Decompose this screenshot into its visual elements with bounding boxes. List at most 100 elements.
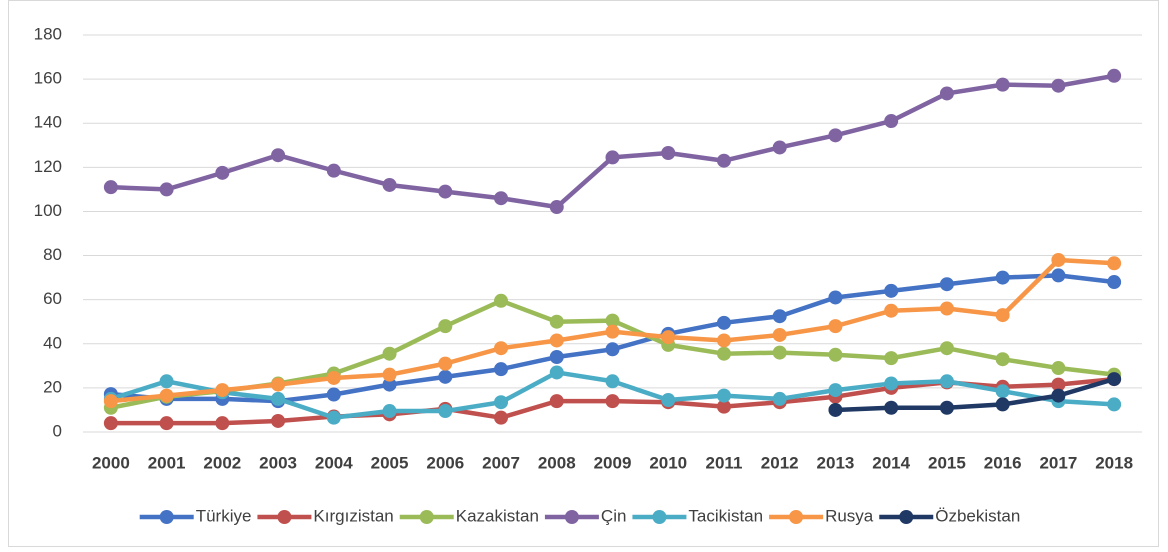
data-point bbox=[884, 303, 899, 318]
x-tick-label: 2015 bbox=[928, 453, 966, 472]
data-point bbox=[716, 346, 731, 361]
data-point bbox=[716, 399, 731, 414]
data-point bbox=[995, 270, 1010, 285]
data-point bbox=[828, 319, 843, 334]
data-point bbox=[549, 333, 564, 348]
data-point bbox=[271, 413, 286, 428]
data-point bbox=[995, 308, 1010, 323]
data-point bbox=[1107, 275, 1122, 290]
data-point bbox=[494, 395, 509, 410]
data-point bbox=[995, 397, 1010, 412]
data-point bbox=[772, 391, 787, 406]
data-point bbox=[884, 351, 899, 366]
y-tick-label: 80 bbox=[43, 245, 62, 264]
data-point bbox=[939, 277, 954, 292]
data-point bbox=[772, 345, 787, 360]
x-tick-label: 2006 bbox=[426, 453, 464, 472]
legend-marker bbox=[652, 510, 667, 524]
x-tick-label: 2003 bbox=[259, 453, 297, 472]
x-tick-label: 2010 bbox=[649, 453, 687, 472]
data-point bbox=[438, 356, 453, 371]
x-tick-label: 2017 bbox=[1039, 453, 1077, 472]
data-point bbox=[1107, 256, 1122, 271]
x-tick-label: 2000 bbox=[92, 453, 130, 472]
x-tick-label: 2009 bbox=[594, 453, 632, 472]
x-tick-label: 2002 bbox=[203, 453, 241, 472]
data-point bbox=[1051, 377, 1066, 392]
data-point bbox=[382, 377, 397, 392]
data-point bbox=[494, 341, 509, 356]
y-tick-label: 180 bbox=[34, 24, 62, 43]
series-line bbox=[835, 376, 1115, 413]
data-point bbox=[772, 309, 787, 324]
data-point bbox=[828, 128, 843, 143]
data-point bbox=[326, 387, 341, 402]
data-point bbox=[939, 341, 954, 356]
data-point bbox=[215, 383, 230, 398]
data-point bbox=[716, 315, 731, 330]
data-point bbox=[939, 374, 954, 389]
data-point bbox=[271, 377, 286, 392]
data-point bbox=[382, 404, 397, 419]
y-tick-label: 40 bbox=[43, 333, 62, 352]
data-point bbox=[939, 301, 954, 316]
legend-marker bbox=[277, 510, 292, 524]
data-point bbox=[1051, 268, 1066, 283]
legend-label: Çin bbox=[601, 506, 627, 525]
data-point bbox=[159, 416, 174, 431]
data-point bbox=[1107, 372, 1122, 387]
x-tick-label: 2001 bbox=[148, 453, 186, 472]
data-point bbox=[215, 416, 230, 431]
legend-label: Kazakistan bbox=[456, 506, 539, 525]
y-tick-label: 100 bbox=[34, 201, 62, 220]
legend-label: Türkiye bbox=[196, 506, 252, 525]
data-point bbox=[884, 376, 899, 391]
x-tick-label: 2008 bbox=[538, 453, 576, 472]
data-point bbox=[494, 362, 509, 377]
data-point bbox=[438, 319, 453, 334]
data-point bbox=[494, 191, 509, 206]
data-point bbox=[995, 352, 1010, 367]
legend-marker bbox=[159, 510, 174, 524]
x-tick-label: 2018 bbox=[1095, 453, 1133, 472]
data-point bbox=[828, 347, 843, 362]
data-point bbox=[1051, 388, 1066, 403]
legend-marker bbox=[899, 510, 914, 524]
x-tick-label: 2007 bbox=[482, 453, 520, 472]
y-tick-label: 120 bbox=[34, 157, 62, 176]
data-point bbox=[661, 393, 676, 408]
data-point bbox=[1051, 252, 1066, 267]
data-point bbox=[494, 410, 509, 425]
legend-label: Kırgızistan bbox=[313, 506, 393, 525]
data-point bbox=[884, 114, 899, 129]
x-tick-label: 2013 bbox=[817, 453, 855, 472]
data-point bbox=[326, 370, 341, 385]
y-tick-label: 140 bbox=[34, 113, 62, 132]
data-point bbox=[661, 330, 676, 345]
data-point bbox=[716, 333, 731, 348]
data-point bbox=[884, 400, 899, 415]
data-point bbox=[215, 165, 230, 180]
data-point bbox=[939, 400, 954, 415]
data-point bbox=[103, 394, 118, 409]
data-point bbox=[716, 153, 731, 168]
data-point bbox=[549, 314, 564, 329]
data-point bbox=[159, 374, 174, 389]
data-point bbox=[605, 150, 620, 165]
legend-marker bbox=[419, 510, 434, 524]
legend-label: Tacikistan bbox=[688, 506, 763, 525]
data-point bbox=[549, 394, 564, 409]
x-tick-label: 2004 bbox=[315, 453, 353, 472]
data-point bbox=[1107, 397, 1122, 412]
data-point bbox=[828, 290, 843, 305]
data-point bbox=[549, 365, 564, 380]
data-point bbox=[271, 391, 286, 406]
data-point bbox=[494, 293, 509, 308]
x-tick-label: 2005 bbox=[371, 453, 409, 472]
data-point bbox=[661, 145, 676, 160]
data-point bbox=[549, 200, 564, 215]
data-point bbox=[828, 402, 843, 417]
data-point bbox=[884, 283, 899, 298]
data-point bbox=[271, 148, 286, 163]
